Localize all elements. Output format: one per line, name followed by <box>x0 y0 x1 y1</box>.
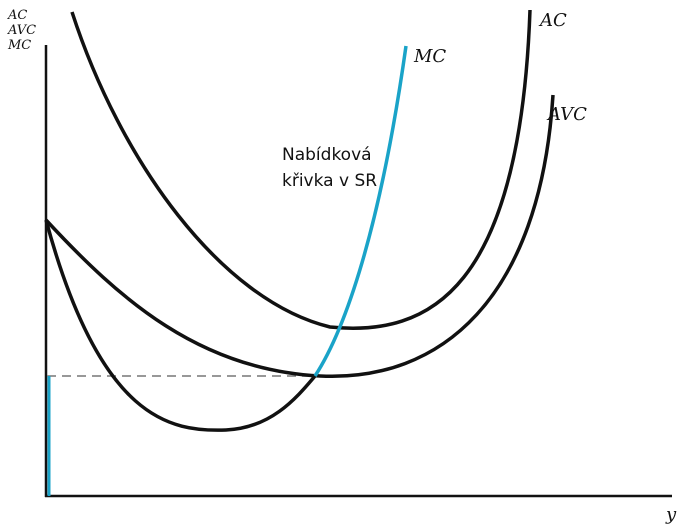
ac-curve <box>70 9 532 330</box>
y-axis-label-mc: MC <box>7 38 31 53</box>
y-axis-label-ac: AC <box>7 8 27 23</box>
mc-label: MC <box>413 46 446 67</box>
avc-curve <box>44 94 555 379</box>
avc-label: AVC <box>546 104 587 125</box>
mc-supply-curve <box>313 45 408 377</box>
y-axis-label-avc: AVC <box>7 23 36 38</box>
supply-annotation-line1: Nabídková <box>282 145 372 165</box>
ac-label: AC <box>538 10 567 31</box>
supply-annotation-line2: křivka v SR <box>282 171 377 191</box>
mc-curve-lower <box>44 219 317 432</box>
x-axis-label: y <box>665 504 677 525</box>
